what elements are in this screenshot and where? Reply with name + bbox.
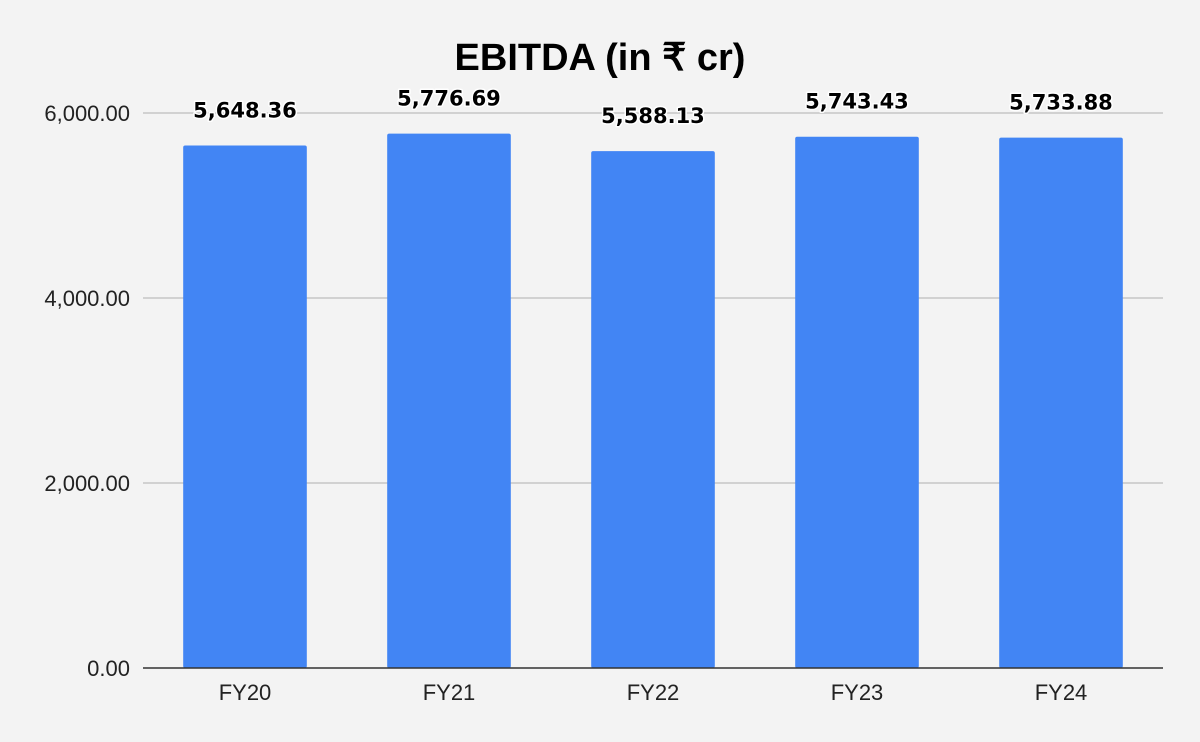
data-labels: 5,648.36 5,776.69 5,588.13 5,743.43 5,733.88 [192,85,1115,129]
x-category-label-fy20: FY20 [219,680,272,705]
y-tick-label: 2,000.00 [44,471,130,496]
y-axis-tick-labels: 0.00 2,000.00 4,000.00 6,000.00 [44,101,130,681]
x-category-label-fy22: FY22 [627,680,680,705]
bar-fy23 [795,136,919,668]
x-category-label-fy21: FY21 [423,680,476,705]
y-tick-label: 6,000.00 [44,101,130,126]
data-label-fy21: 5,776.69 [397,87,501,111]
x-axis-category-labels: FY20 FY21 FY22 FY23 FY24 [219,680,1088,705]
bar-fy22 [591,151,715,669]
bar-fy20 [183,145,307,668]
y-tick-label: 4,000.00 [44,286,130,311]
data-label-fy22: 5,588.13 [601,104,705,128]
data-label-fy24: 5,733.88 [1009,91,1113,115]
x-category-label-fy24: FY24 [1035,680,1088,705]
data-label-fy23: 5,743.43 [805,90,909,114]
bar-fy24 [999,137,1123,669]
data-label-fy20: 5,648.36 [193,99,297,123]
y-tick-label: 0.00 [87,656,130,681]
x-category-label-fy23: FY23 [831,680,884,705]
bars [183,133,1123,669]
bar-fy21 [387,133,511,668]
chart-title: EBITDA (in ₹ cr) [455,37,746,79]
